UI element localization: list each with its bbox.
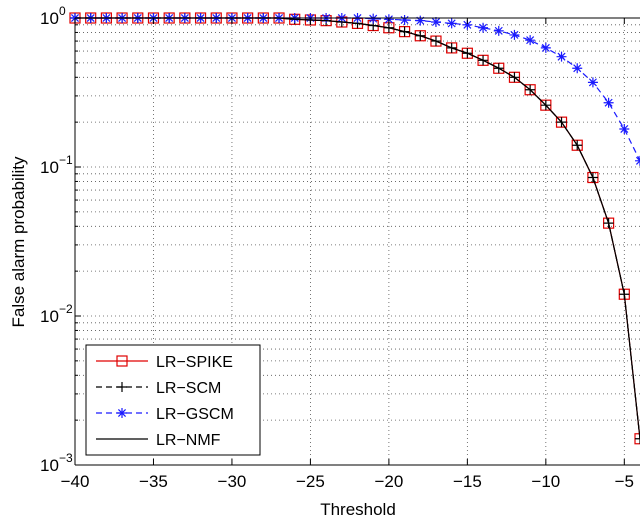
legend-item: LR−SCM [96,380,221,397]
x-tick-label: −15 [453,472,482,491]
star-marker [556,51,567,62]
y-axis-label: False alarm probability [9,156,28,328]
star-marker [525,35,536,46]
y-tick-exponent: −1 [59,153,73,167]
star-marker [619,123,630,134]
x-tick-label: −30 [218,472,247,491]
star-marker [493,25,504,36]
star-marker [587,77,598,88]
star-marker [572,63,583,74]
y-tick-exponent: −3 [59,451,73,465]
y-tick-exponent: −2 [59,302,73,316]
x-tick-label: −40 [61,472,90,491]
star-marker [117,408,127,418]
star-marker [462,19,473,30]
x-tick-label: −10 [531,472,560,491]
y-tick-exponent: 0 [59,4,66,18]
square-marker [116,355,128,367]
legend-label: LR−NMF [156,432,221,449]
plus-marker [117,382,127,392]
legend-label: LR−GSCM [156,406,234,423]
ticks: −40 −35 −30 −25 −20 −15 −10 −510 010 −110 −210 −3 [40,4,634,491]
legend: LR−SPIKE LR−SCM LR−GSCM LR−NMF [85,344,261,456]
y-tick-label: 10 [40,158,59,177]
x-tick-label: −35 [139,472,168,491]
star-marker [415,15,426,26]
star-marker [446,18,457,29]
star-marker [603,97,614,108]
star-marker [399,14,410,25]
y-tick-label: 10 [40,9,59,28]
x-axis-label: Threshold [320,500,396,519]
legend-label: LR−SPIKE [156,354,233,371]
x-tick-label: −25 [296,472,325,491]
legend-label: LR−SCM [156,380,221,397]
legend-item: LR−GSCM [96,406,234,423]
legend-item: LR−NMF [96,432,221,449]
star-marker [509,29,520,40]
star-marker [540,42,551,53]
star-marker [478,22,489,33]
x-tick-label: −20 [374,472,403,491]
legend-box [85,344,261,456]
star-marker [430,17,441,28]
y-tick-label: 10 [40,307,59,326]
x-tick-label: −5 [615,472,634,491]
legend-item: LR−SPIKE [96,354,233,371]
star-marker [368,13,379,24]
y-tick-label: 10 [40,456,59,475]
plus-marker [635,433,640,444]
